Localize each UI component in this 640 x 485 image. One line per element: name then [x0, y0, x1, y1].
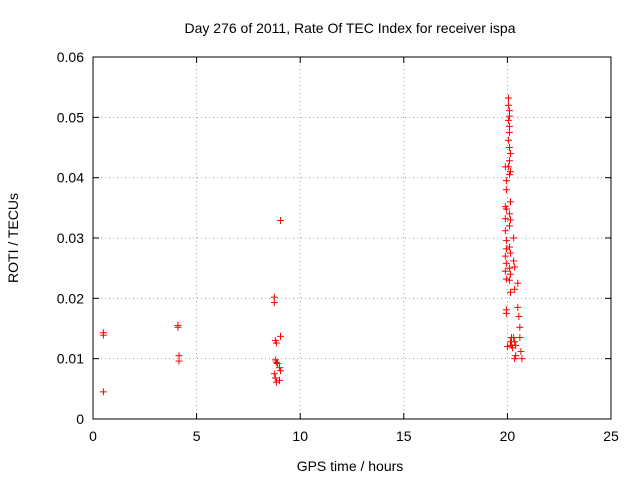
data-point [505, 222, 513, 230]
x-tick-label: 0 [89, 428, 97, 444]
y-tick-label: 0.04 [57, 170, 84, 186]
y-tick-label: 0.06 [57, 49, 84, 65]
grid-lines [93, 57, 611, 419]
data-point [270, 299, 278, 307]
data-point [512, 341, 520, 349]
data-point [272, 358, 280, 366]
data-point [275, 364, 283, 372]
data-point [501, 227, 509, 235]
data-point [510, 234, 518, 242]
data-point [277, 332, 285, 340]
data-point [510, 334, 518, 342]
data-point [516, 323, 524, 331]
data-point [277, 367, 285, 375]
data-point [505, 243, 513, 251]
data-point [502, 275, 510, 283]
x-tick-label: 10 [292, 428, 308, 444]
y-axis-label: ROTI / TECUs [5, 193, 21, 283]
data-point [514, 279, 522, 287]
data-point [99, 331, 107, 339]
axes: 0 5 10 15 20 25 0 0.01 0.02 0.03 0.04 0.05 0.06 [57, 49, 619, 444]
data-point [502, 309, 510, 317]
y-tick-label: 0.05 [57, 109, 84, 125]
y-tick-label: 0.03 [57, 230, 84, 246]
data-point [505, 210, 513, 218]
x-tick-label: 20 [500, 428, 516, 444]
data-point [507, 288, 515, 296]
plot-frame [92, 56, 612, 420]
data-point [502, 259, 510, 267]
data-point [272, 339, 280, 347]
x-tick-label: 5 [193, 428, 201, 444]
y-tick-label: 0.01 [57, 351, 84, 367]
data-point [504, 116, 512, 124]
data-point [511, 263, 519, 271]
data-point [507, 150, 515, 158]
data-point [511, 338, 519, 346]
data-point [502, 236, 510, 244]
data-point [505, 276, 513, 284]
data-point [505, 144, 513, 151]
data-point [272, 378, 280, 386]
data-point [505, 122, 513, 130]
y-tick-label: 0.02 [57, 290, 84, 306]
data-point [501, 215, 509, 223]
data-point [507, 270, 515, 278]
data-point [505, 128, 513, 136]
data-point [277, 217, 285, 225]
data-point [501, 267, 509, 275]
y-tick-label: 0 [76, 411, 84, 427]
data-point [503, 343, 511, 351]
data-point [504, 163, 512, 171]
data-point [515, 312, 523, 320]
data-point [505, 157, 513, 165]
data-point [505, 112, 513, 120]
data-point [273, 359, 281, 367]
chart-title: Day 276 of 2011, Rate Of TEC Index for r… [185, 20, 516, 36]
data-point [502, 177, 510, 185]
data-point [517, 347, 525, 355]
x-axis-label: GPS time / hours [297, 458, 404, 474]
data-point [516, 334, 524, 342]
data-point [501, 252, 509, 260]
data-point [502, 205, 510, 213]
x-tick-label: 25 [603, 428, 619, 444]
data-point [99, 388, 107, 396]
data-point [504, 136, 512, 144]
data-points [99, 94, 526, 396]
data-point [507, 198, 515, 206]
data-point [175, 357, 183, 365]
data-point [275, 376, 283, 384]
data-point [507, 216, 515, 224]
data-point [510, 257, 518, 265]
data-point [174, 323, 182, 331]
x-tick-label: 15 [396, 428, 412, 444]
data-point [504, 94, 512, 102]
data-point [507, 249, 515, 257]
data-point [507, 168, 515, 176]
data-point [502, 186, 510, 194]
data-point [511, 355, 519, 363]
data-point [518, 355, 526, 363]
data-point [511, 285, 519, 293]
data-point [504, 101, 512, 109]
data-point [270, 370, 278, 378]
data-point [514, 303, 522, 311]
data-point [512, 352, 520, 360]
data-point [271, 374, 279, 382]
data-point [505, 171, 513, 179]
plot-border [92, 56, 612, 420]
data-point [502, 245, 510, 253]
data-point [505, 264, 513, 272]
